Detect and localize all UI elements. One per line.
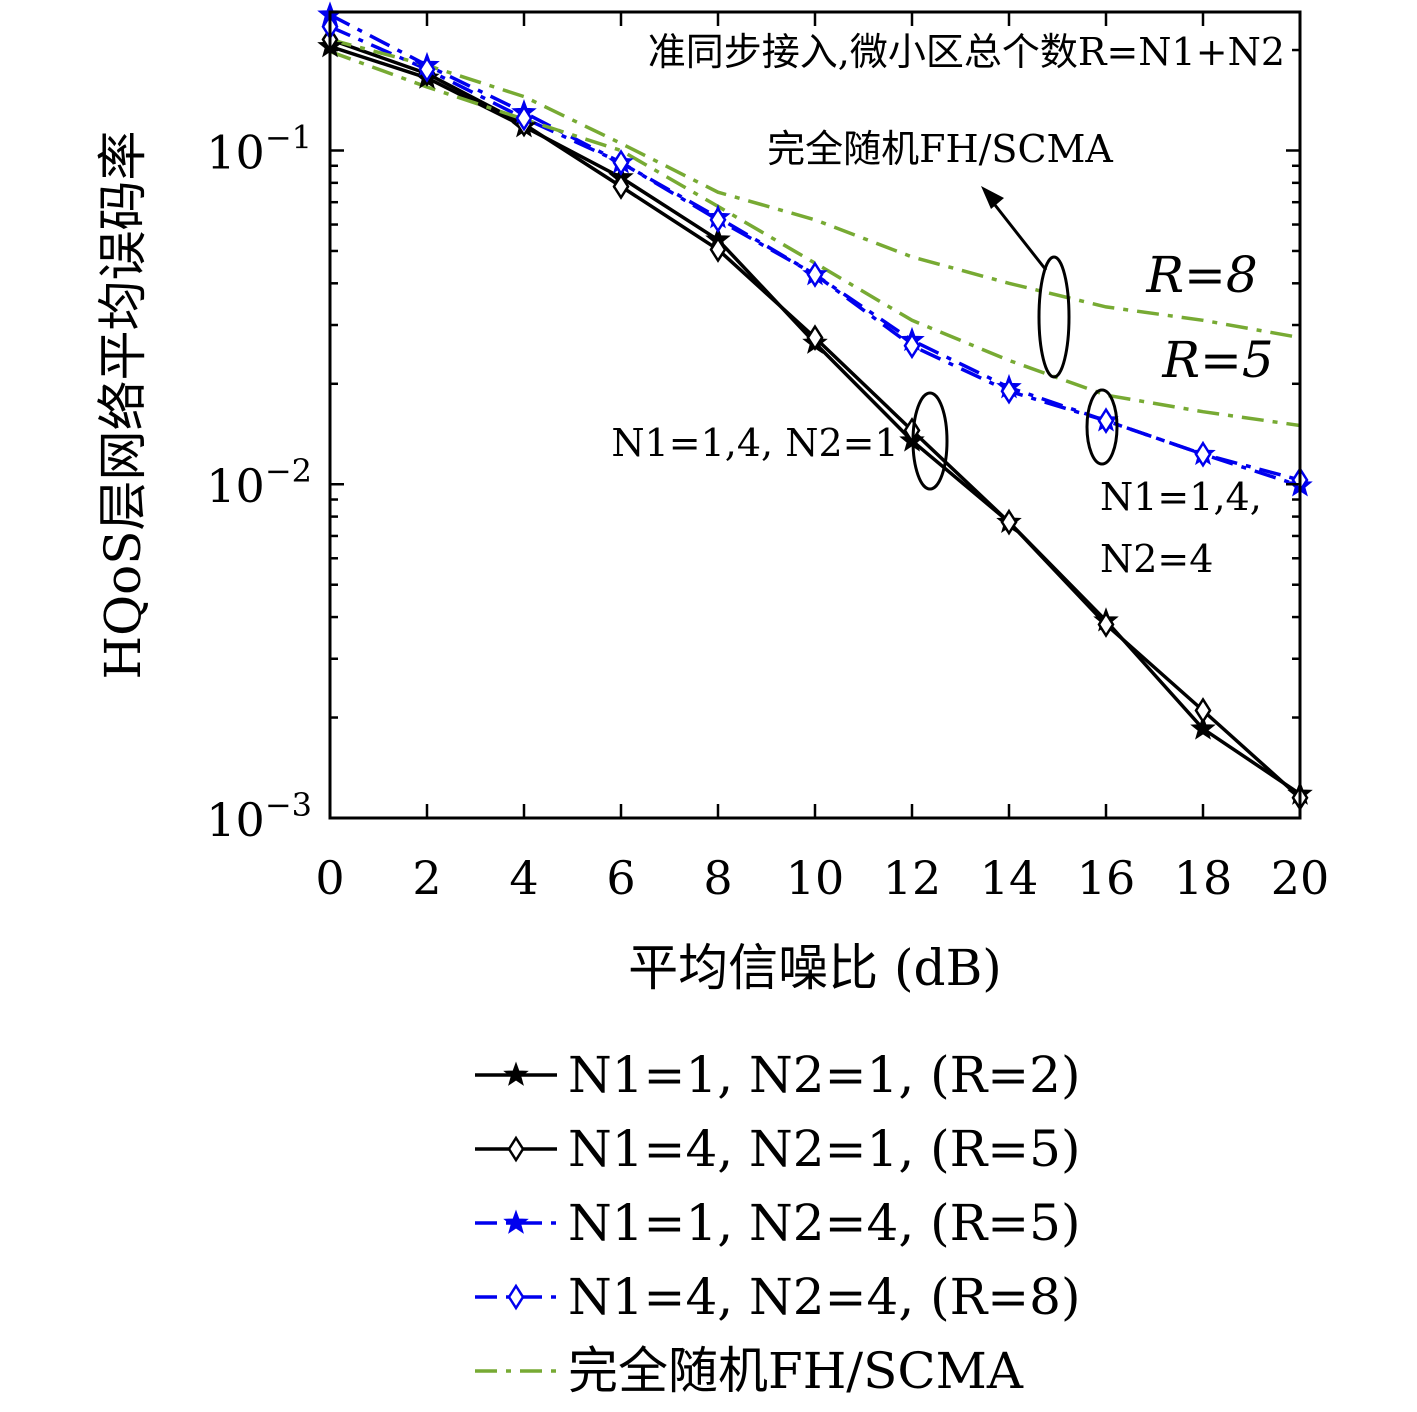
legend-label: 完全随机FH/SCMA [568,1342,1024,1400]
x-axis-label: 平均信噪比 (dB) [628,939,1002,997]
marker-diamond [709,206,727,234]
arrow-head [981,186,1004,209]
marker-diamond [806,324,824,351]
ellipse-fh [1037,255,1071,379]
ellipse-n2-4 [1085,388,1119,466]
x-tick-label: 10 [786,851,845,905]
axis-ticks [328,12,1302,820]
marker-diamond [612,149,630,176]
marker-diamond [507,1283,525,1311]
y-tick-labels: 10−1 10−2 10−3 [206,118,312,847]
marker-diamond [1000,508,1018,536]
legend-label: N1=4, N2=1, (R=5) [568,1120,1080,1178]
annotation-n-left: N1=1,4, N2=1 [611,421,898,465]
marker-diamond [507,1135,525,1163]
y-tick-label: 10−2 [206,452,312,513]
annotation-r8: R=8 [1145,246,1257,304]
series-line [330,37,1300,340]
legend-label: N1=4, N2=4, (R=8) [568,1268,1080,1326]
marker-diamond [418,56,436,83]
annotation-r5: R=5 [1161,331,1273,389]
x-tick-labels: 0 2 4 6 8 10 12 14 16 18 20 [315,851,1329,905]
legend-item: N1=1, N2=4, (R=5) [475,1194,1080,1252]
marker-diamond [1097,407,1115,435]
marker-diamond [806,261,824,288]
legend-label: N1=1, N2=4, (R=5) [568,1194,1080,1252]
annotation-n-right-1: N1=1,4, [1100,475,1262,519]
arrow-line [993,204,1048,271]
x-tick-label: 12 [883,851,942,905]
series-line [330,49,1300,428]
y-tick-label: 10−1 [206,118,312,179]
legend-item: 完全随机FH/SCMA [475,1342,1024,1400]
x-tick-label: 4 [509,851,538,905]
x-tick-label: 18 [1174,851,1233,905]
legend: N1=1, N2=1, (R=2) N1=4, N2=1, (R=5) N1=1, … [475,1046,1080,1400]
x-tick-label: 8 [703,851,732,905]
x-tick-label: 20 [1271,851,1330,905]
x-tick-label: 14 [980,851,1039,905]
marker-diamond [1194,697,1212,724]
annotation-top-text: 准同步接入,微小区总个数R=N1+N2 [648,30,1285,74]
ellipse-n2-1 [911,391,949,491]
annotation-fh-label: 完全随机FH/SCMA [767,127,1113,171]
legend-item: N1=4, N2=4, (R=8) [475,1268,1080,1326]
y-tick-label: 10−3 [206,786,312,847]
annotation-shapes [911,186,1119,491]
marker-diamond [903,332,921,360]
marker-diamond [1000,377,1018,405]
marker-star [1190,715,1216,740]
marker-diamond [612,173,630,200]
x-tick-label: 2 [412,851,441,905]
legend-label: N1=1, N2=1, (R=2) [568,1046,1080,1104]
marker-star [503,1209,529,1234]
marker-diamond [1194,440,1212,468]
marker-star [503,1061,529,1086]
marker-diamond [709,236,727,263]
marker-diamond [1097,611,1115,638]
x-tick-label: 0 [315,851,344,905]
x-tick-label: 6 [606,851,635,905]
marker-diamond [515,104,533,132]
annotations: 准同步接入,微小区总个数R=N1+N2 完全随机FH/SCMA R=8 R=5 … [611,30,1285,581]
legend-item: N1=4, N2=1, (R=5) [475,1120,1080,1178]
y-axis-label: HQoS层网络平均误码率 [94,131,152,680]
x-tick-label: 16 [1077,851,1136,905]
annotation-n-right-2: N2=4 [1100,537,1213,581]
legend-item: N1=1, N2=1, (R=2) [475,1046,1080,1104]
plot-area [317,1,1313,812]
